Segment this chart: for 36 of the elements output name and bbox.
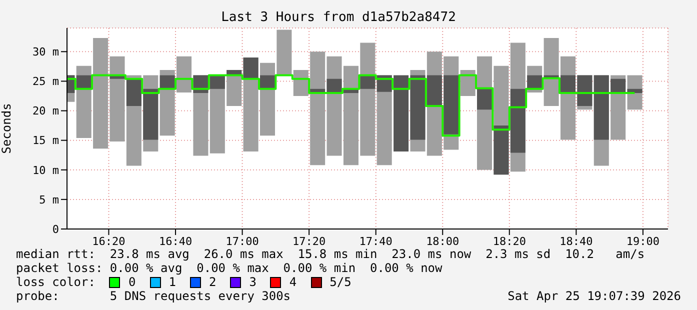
y-tick-label: 25 m	[32, 75, 60, 88]
text: 5/5	[330, 275, 352, 289]
bar	[360, 75, 376, 89]
x-tick-label: 18:00	[426, 234, 460, 248]
text: median rtt: 23.8 ms avg 26.0 ms max 15.8 ms min 23.0 ms now 2.3 ms sd 10.2 am/s	[16, 247, 645, 261]
x-tick-label: 18:40	[560, 234, 593, 248]
x-tick-label: 17:00	[226, 234, 259, 248]
y-tick-label: 30 m	[32, 46, 60, 59]
text: loss color:	[16, 275, 96, 289]
bar	[477, 88, 492, 110]
bar	[527, 75, 542, 89]
x-tick-label: 18:20	[492, 234, 526, 248]
text: 2	[208, 275, 216, 289]
bar	[494, 126, 509, 175]
x-tick-label: 17:40	[359, 234, 392, 248]
x-tick-label: 16:20	[92, 234, 126, 248]
x-tick-label: 16:40	[158, 234, 192, 248]
text: packet loss: 0.00 % avg 0.00 % max 0.00 % min 0.00 % now	[16, 261, 442, 275]
x-tick-label: 19:00	[626, 234, 660, 248]
text: 1	[168, 275, 176, 289]
text: 4	[289, 275, 297, 289]
text: probe: 5 DNS requests every 300s	[16, 289, 291, 303]
y-tick-label: 0	[52, 222, 59, 236]
chart-title: Last 3 Hours from d1a57b2a8472	[220, 10, 457, 25]
bar	[210, 75, 225, 89]
y-tick-label: 20 m	[32, 104, 60, 118]
text: Sat Apr 25 19:07:39 2026	[508, 289, 681, 303]
bar	[326, 78, 342, 94]
bar	[510, 88, 526, 153]
text: 3	[249, 275, 256, 289]
y-tick-label: 15 m	[32, 134, 60, 148]
y-tick-label: 5 m	[39, 193, 60, 206]
text: 0	[128, 275, 136, 289]
y-tick-label: 10 m	[32, 164, 60, 177]
x-tick-label: 17:20	[292, 234, 326, 248]
y-axis-title: Seconds	[0, 103, 14, 154]
